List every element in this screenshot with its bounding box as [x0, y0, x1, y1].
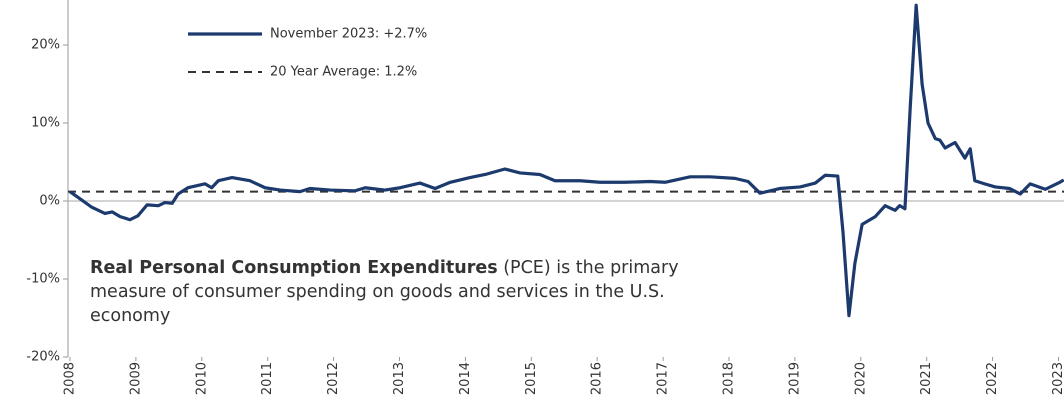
x-tick-label: 2023 — [1051, 362, 1064, 395]
legend-label: November 2023: +2.7% — [270, 27, 427, 42]
x-tick-label: 2018 — [722, 362, 737, 395]
x-tick-label: 2010 — [194, 362, 209, 395]
series-line — [69, 3, 1064, 318]
x-tick-label: 2016 — [590, 362, 605, 395]
y-tick-label: -20% — [26, 350, 60, 365]
x-tick-label: 2021 — [919, 362, 934, 395]
x-tick-label: 2013 — [392, 362, 407, 395]
x-tick-label: 2020 — [853, 362, 868, 395]
x-tick-label: 2012 — [326, 362, 341, 395]
annotation-text: (PCE) is the primary measure of consumer… — [90, 258, 679, 326]
annotation: Real Personal Consumption Expenditures (… — [90, 256, 730, 328]
x-tick-label: 2017 — [656, 362, 671, 395]
y-tick-label: 20% — [31, 38, 60, 53]
y-tick-label: -10% — [26, 272, 60, 287]
x-tick-label: 2014 — [458, 362, 473, 395]
x-tick-label: 2008 — [63, 362, 78, 395]
y-tick-label: 0% — [39, 194, 60, 209]
x-tick-label: 2011 — [260, 362, 275, 395]
annotation-bold: Real Personal Consumption Expenditures — [90, 258, 498, 278]
y-tick-label: 10% — [31, 116, 60, 131]
x-tick-label: 2009 — [128, 362, 143, 395]
x-tick-label: 2019 — [787, 362, 802, 395]
x-tick-label: 2015 — [524, 362, 539, 395]
legend-label: 20 Year Average: 1.2% — [270, 65, 417, 80]
x-tick-label: 2022 — [985, 362, 1000, 395]
